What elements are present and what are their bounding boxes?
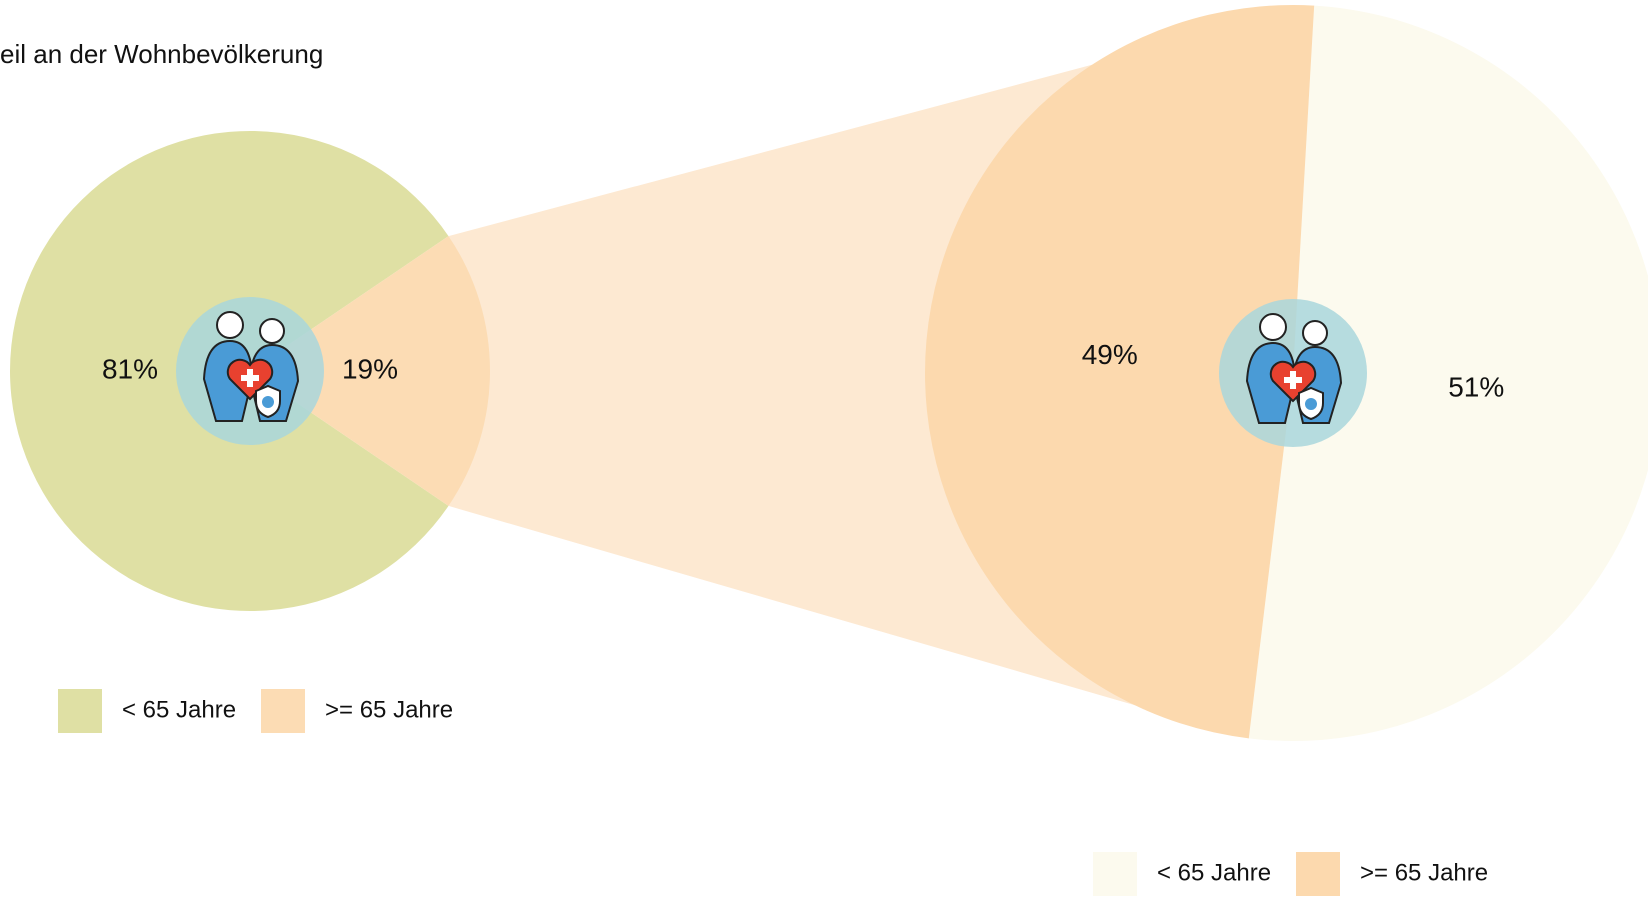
legend-label: >= 65 Jahre: [325, 696, 453, 723]
icon-check: [1305, 398, 1317, 410]
value-label: 81%: [102, 353, 158, 384]
icon-head: [1259, 313, 1287, 341]
value-label: 19%: [342, 353, 398, 384]
icon-cross: [1284, 371, 1302, 389]
legend-swatch: [58, 689, 102, 733]
icon-head: [216, 311, 244, 339]
icon-head: [259, 318, 285, 344]
chart-title: eil an der Wohnbevölkerung: [0, 39, 323, 69]
value-label: 49%: [1082, 339, 1138, 370]
icon-check: [262, 396, 274, 408]
legend-swatch: [1296, 852, 1340, 896]
legend-label: < 65 Jahre: [1157, 859, 1271, 886]
pie-slice: [250, 236, 490, 506]
value-label: 51%: [1448, 372, 1504, 403]
icon-head: [1302, 320, 1328, 346]
legend-swatch: [1093, 852, 1137, 896]
legend-label: >= 65 Jahre: [1360, 859, 1488, 886]
legend-swatch: [261, 689, 305, 733]
pie-slice: [1248, 5, 1648, 741]
legend-label: < 65 Jahre: [122, 696, 236, 723]
icon: [176, 297, 324, 445]
icon-cross: [241, 369, 259, 387]
pie-slice: [925, 5, 1315, 739]
icon: [1219, 299, 1367, 447]
